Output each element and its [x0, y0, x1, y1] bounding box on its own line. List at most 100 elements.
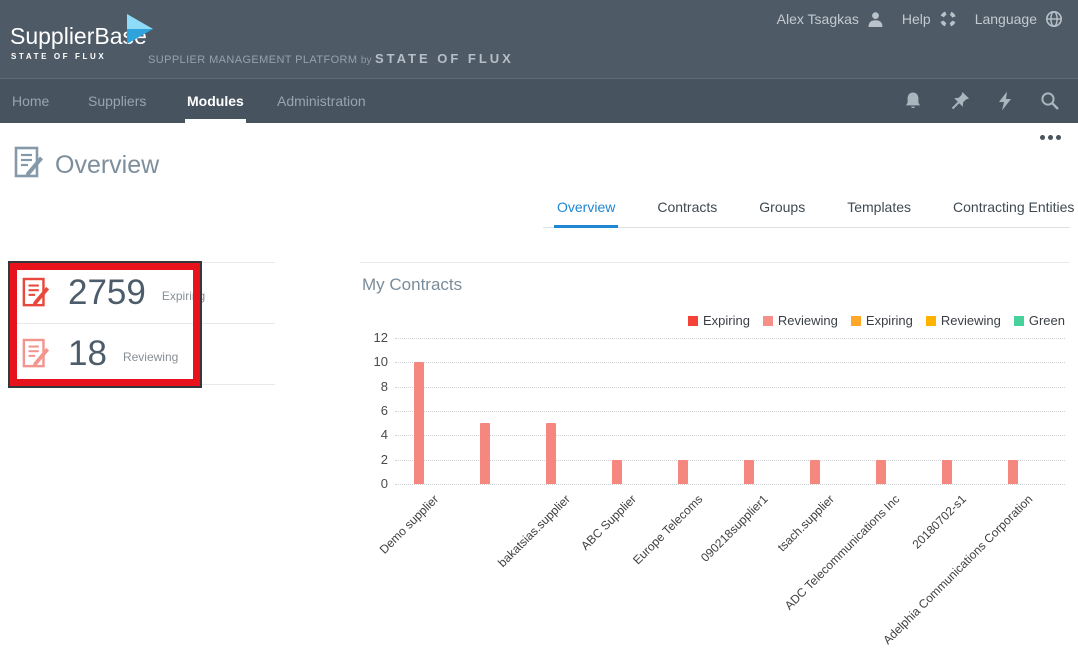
lightning-icon[interactable]	[997, 91, 1013, 111]
logo-subtitle: STATE OF FLUX	[11, 52, 107, 61]
legend-label: Green	[1028, 313, 1065, 328]
stat-value: 18	[68, 334, 107, 373]
user-icon	[868, 11, 883, 27]
language-menu[interactable]: Language	[975, 10, 1063, 28]
bar-bakatsias.supplier[interactable]	[546, 423, 556, 484]
ytick-4: 4	[380, 427, 388, 443]
logo-arrow-icon	[127, 14, 153, 44]
page-title: Overview	[55, 151, 160, 179]
page-title-row: Overview	[14, 146, 159, 185]
chart-legend: Expiring Reviewing Expiring Reviewing Green	[687, 313, 1065, 328]
logo-name: SupplierBase	[10, 23, 147, 49]
legend-item-expiring[interactable]: Expiring	[850, 313, 913, 328]
legend-item-expiring[interactable]: Expiring	[687, 313, 750, 328]
xlabel-adelphia-communications-corporation: Adelphia Communications Corporation	[879, 492, 1035, 648]
header-actions: Alex Tsagkas Help Language	[777, 10, 1063, 28]
gridline-8	[395, 386, 1065, 388]
gridline-4	[395, 435, 1065, 437]
tab-contracts[interactable]: Contracts	[657, 199, 718, 215]
logo[interactable]: SupplierBase STATE OF FLUX	[10, 14, 160, 66]
globe-icon	[1046, 11, 1062, 27]
xlabel-bakatsias.supplier: bakatsias.supplier	[495, 492, 573, 570]
bell-icon[interactable]	[903, 91, 923, 111]
legend-label: Reviewing	[940, 313, 1001, 328]
nav-item-modules[interactable]: Modules	[185, 79, 246, 123]
bar-adelphia-communications-corporation[interactable]	[1008, 459, 1018, 484]
platform-tagline: SUPPLIER MANAGEMENT PLATFORM by STATE OF…	[148, 51, 514, 66]
legend-label: Expiring	[865, 313, 913, 328]
legend-swatch	[687, 315, 698, 326]
xlabel-demo-supplier: Demo supplier	[376, 492, 441, 557]
contract-document-icon	[14, 146, 44, 185]
tab-groups[interactable]: Groups	[759, 199, 806, 215]
bar-090218supplier1[interactable]	[744, 459, 754, 484]
gridline-12	[395, 338, 1065, 339]
ytick-12: 12	[373, 330, 388, 345]
ytick-8: 8	[380, 378, 388, 394]
legend-swatch	[925, 315, 936, 326]
legend-item-reviewing[interactable]: Reviewing	[762, 313, 838, 328]
gridline-0	[395, 484, 1065, 485]
main-nav: Home Suppliers Modules Administration	[0, 78, 1078, 123]
contract-icon	[22, 277, 50, 307]
user-name: Alex Tsagkas	[776, 11, 859, 27]
ytick-2: 2	[380, 451, 388, 467]
tab-overview[interactable]: Overview	[553, 196, 619, 228]
tagline-by: by	[360, 55, 372, 66]
nav-item-administration[interactable]: Administration	[277, 93, 366, 109]
ytick-0: 0	[380, 476, 388, 491]
gridline-10	[395, 362, 1065, 364]
xlabel-abc-supplier: ABC Supplier	[578, 492, 639, 553]
legend-item-reviewing[interactable]: Reviewing	[925, 313, 1001, 328]
bar-tsach.supplier[interactable]	[810, 459, 820, 484]
legend-swatch	[762, 315, 773, 326]
legend-label: Reviewing	[777, 313, 838, 328]
tab-strip: Overview Contracts Groups Templates Contract…	[543, 196, 1074, 228]
xlabel-090218supplier1: 090218supplier1	[698, 492, 771, 565]
legend-label: Expiring	[702, 313, 750, 328]
nav-icons	[903, 79, 1060, 123]
stat-expiring[interactable]: 2759 Expiring	[14, 263, 275, 324]
stat-label: Expiring	[161, 289, 206, 303]
xlabel-europe-telecoms: Europe Telecoms	[629, 492, 705, 568]
bar-adc-telecommunications-inc[interactable]	[876, 459, 886, 484]
search-icon[interactable]	[1040, 91, 1060, 111]
contract-document-icon	[14, 146, 43, 178]
gridline-6	[395, 411, 1065, 412]
help-menu[interactable]: Help	[902, 10, 957, 28]
tab-templates[interactable]: Templates	[847, 199, 912, 215]
chart-plot: 0 2 4 6 8 10 12 Demo supplier bakatsias.supplier…	[360, 263, 1070, 654]
language-label: Language	[974, 11, 1037, 27]
contract-icon	[22, 338, 50, 368]
help-ring-icon	[939, 11, 956, 27]
my-contracts-card: My Contracts Expiring Reviewing Expiring Re…	[360, 262, 1070, 654]
xlabel-tsach.supplier: tsach.supplier	[774, 492, 837, 555]
overflow-menu-icon[interactable]	[1037, 132, 1064, 143]
chart-title: My Contracts	[362, 275, 463, 294]
help-label: Help	[901, 11, 931, 27]
tagline-text: SUPPLIER MANAGEMENT PLATFORM	[148, 54, 358, 66]
nav-item-home[interactable]: Home	[12, 93, 50, 109]
bar-demo-supplier[interactable]	[414, 362, 424, 484]
ytick-6: 6	[380, 403, 388, 418]
top-header: SupplierBase STATE OF FLUX SUPPLIER MANA…	[0, 0, 1078, 78]
legend-item-green[interactable]: Green	[1013, 313, 1065, 328]
stat-label: Reviewing	[122, 350, 179, 364]
stat-reviewing[interactable]: 18 Reviewing	[14, 324, 275, 385]
bar-20180702-s1[interactable]	[942, 459, 952, 484]
tagline-brand: STATE OF FLUX	[374, 51, 514, 66]
xlabel-20180702-s1: 20180702-s1	[909, 492, 969, 552]
legend-swatch	[1013, 315, 1024, 326]
tab-contracting-entities[interactable]: Contracting Entities	[953, 199, 1075, 215]
ytick-10: 10	[373, 354, 388, 370]
stat-value: 2759	[68, 273, 146, 312]
legend-swatch	[850, 315, 861, 326]
bar-abc-supplier[interactable]	[612, 459, 622, 484]
bar-unlabeled[interactable]	[480, 423, 490, 484]
nav-item-suppliers[interactable]: Suppliers	[88, 93, 147, 109]
xlabel-adc-telecommunications-inc: ADC Telecommunications Inc	[782, 492, 903, 613]
bar-europe-telecoms[interactable]	[678, 459, 688, 484]
user-menu[interactable]: Alex Tsagkas	[777, 11, 884, 28]
pin-icon[interactable]	[950, 91, 970, 111]
